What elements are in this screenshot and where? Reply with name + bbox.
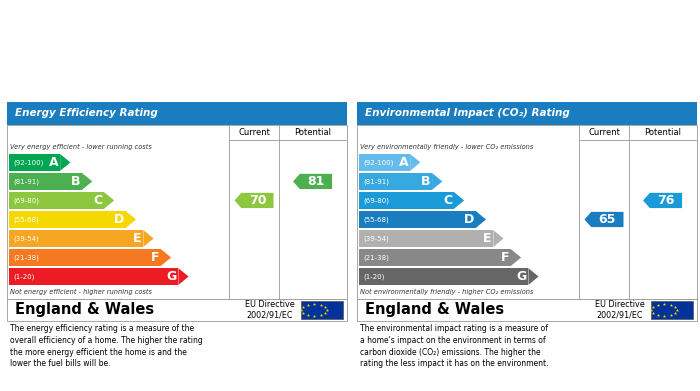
Bar xyxy=(359,192,454,209)
Polygon shape xyxy=(161,249,171,266)
Polygon shape xyxy=(643,193,682,208)
Text: D: D xyxy=(464,213,474,226)
Text: A: A xyxy=(399,156,409,169)
Text: England & Wales: England & Wales xyxy=(15,303,155,317)
Bar xyxy=(357,299,696,321)
Bar xyxy=(7,299,346,321)
Bar xyxy=(357,125,696,299)
Bar xyxy=(359,249,511,266)
Text: E: E xyxy=(133,232,141,245)
Text: (21-38): (21-38) xyxy=(13,254,39,261)
Text: A: A xyxy=(49,156,59,169)
Polygon shape xyxy=(476,211,486,228)
Bar xyxy=(9,230,143,247)
Text: (39-54): (39-54) xyxy=(363,235,389,242)
Text: B: B xyxy=(421,175,430,188)
Text: D: D xyxy=(114,213,124,226)
Text: Current: Current xyxy=(588,128,620,137)
Text: Environmental Impact (CO₂) Rating: Environmental Impact (CO₂) Rating xyxy=(365,108,570,118)
Polygon shape xyxy=(144,230,153,247)
Polygon shape xyxy=(584,212,624,227)
Bar xyxy=(301,301,343,319)
Bar xyxy=(9,173,82,190)
Text: (69-80): (69-80) xyxy=(363,197,389,204)
Text: 81: 81 xyxy=(307,175,325,188)
Bar xyxy=(359,268,528,285)
Polygon shape xyxy=(293,174,332,189)
Text: 65: 65 xyxy=(598,213,616,226)
Bar xyxy=(7,102,346,125)
Polygon shape xyxy=(126,211,136,228)
Text: (55-68): (55-68) xyxy=(363,216,389,223)
Text: G: G xyxy=(517,270,526,283)
Polygon shape xyxy=(432,173,442,190)
Bar xyxy=(359,173,432,190)
Polygon shape xyxy=(104,192,114,209)
Text: Not environmentally friendly - higher CO₂ emissions: Not environmentally friendly - higher CO… xyxy=(360,289,534,296)
Text: Potential: Potential xyxy=(644,128,681,137)
Bar xyxy=(359,230,494,247)
Text: EU Directive
2002/91/EC: EU Directive 2002/91/EC xyxy=(245,300,295,320)
Text: B: B xyxy=(71,175,80,188)
Bar xyxy=(7,125,346,299)
Text: (92-100): (92-100) xyxy=(363,159,393,166)
Polygon shape xyxy=(454,192,464,209)
Text: (39-54): (39-54) xyxy=(13,235,39,242)
Text: G: G xyxy=(167,270,176,283)
Polygon shape xyxy=(178,268,188,285)
Bar xyxy=(9,211,126,228)
Polygon shape xyxy=(82,173,92,190)
Text: The energy efficiency rating is a measure of the
overall efficiency of a home. T: The energy efficiency rating is a measur… xyxy=(10,324,203,368)
Text: 76: 76 xyxy=(657,194,675,207)
Text: EU Directive
2002/91/EC: EU Directive 2002/91/EC xyxy=(594,300,645,320)
Polygon shape xyxy=(410,154,421,171)
Polygon shape xyxy=(234,193,274,208)
Bar xyxy=(9,249,161,266)
Text: C: C xyxy=(93,194,102,207)
Text: Very environmentally friendly - lower CO₂ emissions: Very environmentally friendly - lower CO… xyxy=(360,143,534,150)
Bar xyxy=(9,154,60,171)
Text: England & Wales: England & Wales xyxy=(365,303,505,317)
Text: Potential: Potential xyxy=(294,128,331,137)
Text: (1-20): (1-20) xyxy=(363,273,384,280)
Text: 70: 70 xyxy=(248,194,266,207)
Text: (69-80): (69-80) xyxy=(13,197,39,204)
Polygon shape xyxy=(494,230,503,247)
Text: F: F xyxy=(150,251,159,264)
Text: F: F xyxy=(500,251,509,264)
Text: Not energy efficient - higher running costs: Not energy efficient - higher running co… xyxy=(10,289,153,296)
Text: (21-38): (21-38) xyxy=(363,254,389,261)
Bar xyxy=(359,211,476,228)
Text: Energy Efficiency Rating: Energy Efficiency Rating xyxy=(15,108,158,118)
Polygon shape xyxy=(511,249,521,266)
Text: C: C xyxy=(443,194,452,207)
Bar xyxy=(357,102,696,125)
Bar xyxy=(9,192,104,209)
Text: (81-91): (81-91) xyxy=(13,178,39,185)
Text: (81-91): (81-91) xyxy=(363,178,389,185)
Text: Very energy efficient - lower running costs: Very energy efficient - lower running co… xyxy=(10,143,153,150)
Polygon shape xyxy=(60,154,71,171)
Text: (92-100): (92-100) xyxy=(13,159,43,166)
Polygon shape xyxy=(528,268,538,285)
Text: The environmental impact rating is a measure of
a home's impact on the environme: The environmental impact rating is a mea… xyxy=(360,324,549,368)
Text: (1-20): (1-20) xyxy=(13,273,34,280)
Bar xyxy=(651,301,693,319)
Text: Current: Current xyxy=(238,128,270,137)
Bar xyxy=(359,154,410,171)
Text: (55-68): (55-68) xyxy=(13,216,39,223)
Text: E: E xyxy=(483,232,491,245)
Bar xyxy=(9,268,178,285)
